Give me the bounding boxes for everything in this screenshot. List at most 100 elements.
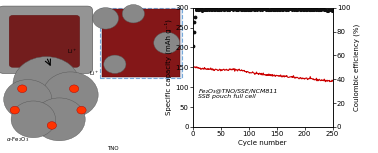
Point (207, 8, 213, 11)
Point (279, 8, 285, 11)
Point (218, 8, 224, 10)
Point (286, 8, 292, 11)
FancyBboxPatch shape (0, 6, 93, 73)
Point (295, 8, 301, 10)
Point (312, 8, 318, 11)
Point (217, 8, 223, 11)
Point (317, 8, 323, 10)
Point (317, 9, 323, 11)
Point (319, 8, 325, 11)
Point (197, 8, 203, 11)
Point (263, 8, 269, 10)
Point (316, 9, 322, 11)
Point (330, 9, 336, 12)
Point (277, 8, 284, 11)
Point (222, 8, 228, 10)
Circle shape (104, 55, 126, 73)
Point (239, 8, 245, 11)
Point (291, 9, 297, 11)
Point (313, 8, 319, 10)
Point (323, 9, 329, 11)
Point (238, 9, 244, 11)
Point (314, 8, 320, 10)
Point (206, 8, 212, 11)
Point (264, 7, 270, 10)
Point (289, 8, 295, 11)
Point (205, 8, 211, 10)
Point (325, 9, 331, 12)
Point (289, 8, 295, 10)
Point (193, 8, 199, 10)
Point (225, 8, 231, 11)
Text: Li$^+$: Li$^+$ (89, 70, 99, 78)
Point (294, 8, 301, 11)
Point (285, 8, 291, 10)
Point (287, 8, 293, 10)
Circle shape (33, 98, 85, 141)
Point (271, 8, 277, 11)
Point (214, 8, 220, 11)
Point (225, 8, 231, 10)
Point (314, 8, 321, 11)
Circle shape (18, 85, 27, 93)
Point (194, 8, 200, 10)
Point (296, 8, 302, 10)
Point (199, 9, 205, 12)
Point (294, 9, 300, 11)
Point (281, 8, 287, 11)
Point (290, 8, 296, 10)
Point (301, 8, 307, 11)
Point (229, 8, 235, 10)
Point (234, 9, 240, 11)
Point (307, 9, 313, 11)
Point (260, 8, 266, 11)
Point (226, 8, 232, 11)
Point (261, 8, 267, 10)
Point (235, 8, 242, 10)
Point (215, 8, 222, 11)
Point (328, 10, 335, 12)
Text: TNO: TNO (107, 146, 119, 151)
Point (245, 8, 251, 11)
Point (301, 9, 307, 11)
Point (232, 8, 238, 10)
Point (309, 8, 315, 11)
Point (247, 8, 253, 11)
Point (327, 9, 333, 12)
Point (240, 8, 246, 11)
Point (310, 9, 316, 11)
Point (254, 8, 260, 10)
Point (326, 9, 332, 11)
Point (267, 8, 273, 11)
Point (230, 8, 236, 11)
Point (302, 8, 308, 10)
Point (263, 8, 270, 11)
Point (268, 8, 274, 11)
Point (243, 9, 249, 11)
Point (321, 9, 327, 11)
Point (220, 8, 226, 10)
Point (271, 9, 277, 11)
Text: Fe₂O₃@TNO/SSE/NCM811
SSB pouch full cell: Fe₂O₃@TNO/SSE/NCM811 SSB pouch full cell (198, 88, 278, 99)
Point (261, 8, 267, 10)
Point (265, 9, 271, 11)
Point (206, 9, 212, 11)
Point (256, 8, 262, 10)
Point (308, 8, 314, 11)
Point (325, 9, 331, 12)
Point (285, 8, 291, 11)
Point (223, 8, 229, 11)
Point (192, 16, 198, 18)
Point (201, 9, 207, 11)
Point (313, 8, 319, 11)
Point (210, 8, 216, 10)
Point (287, 8, 293, 11)
Point (250, 8, 256, 11)
Point (254, 9, 260, 11)
Point (224, 8, 230, 10)
Point (213, 8, 219, 10)
Point (196, 8, 202, 10)
Circle shape (43, 72, 98, 118)
Point (205, 8, 211, 11)
Point (216, 8, 222, 11)
